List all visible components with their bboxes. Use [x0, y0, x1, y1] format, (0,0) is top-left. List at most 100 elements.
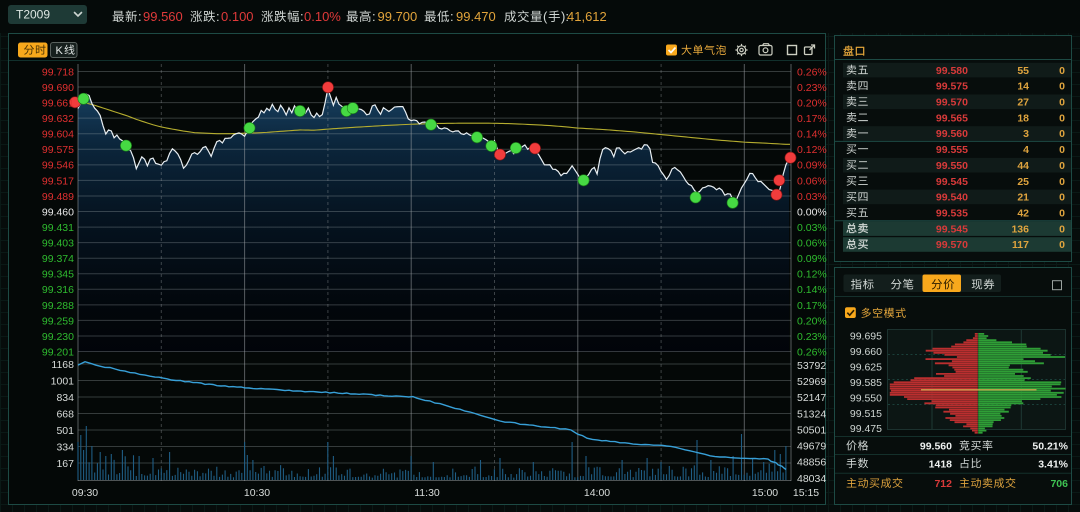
svg-text:99.475: 99.475 — [850, 423, 882, 435]
svg-text:15:00: 15:00 — [752, 487, 778, 499]
svg-text:):: ): — [561, 9, 569, 24]
svg-text:25: 25 — [1017, 176, 1029, 188]
svg-text:99.259: 99.259 — [42, 315, 74, 327]
svg-text:99.517: 99.517 — [42, 175, 74, 187]
svg-text::: : — [450, 9, 454, 24]
svg-text::: : — [300, 9, 304, 24]
svg-text:99.555: 99.555 — [936, 144, 968, 156]
svg-text:0.23%: 0.23% — [797, 82, 827, 94]
svg-text:0: 0 — [1059, 97, 1065, 109]
svg-text:0: 0 — [1059, 192, 1065, 204]
svg-text:99.230: 99.230 — [42, 331, 74, 343]
svg-text:3: 3 — [1023, 128, 1029, 140]
svg-text:3.41%: 3.41% — [1038, 458, 1068, 470]
svg-text:0: 0 — [1059, 65, 1065, 77]
svg-text:4: 4 — [1023, 144, 1029, 156]
svg-text:0: 0 — [1059, 239, 1065, 251]
svg-text:50.21%: 50.21% — [1032, 441, 1068, 453]
svg-text:42: 42 — [1017, 208, 1029, 220]
svg-text:99.700: 99.700 — [378, 9, 418, 24]
svg-text:0.12%: 0.12% — [797, 269, 827, 281]
svg-text:0.17%: 0.17% — [797, 113, 827, 125]
svg-text:99.201: 99.201 — [42, 346, 74, 358]
svg-text:99.632: 99.632 — [42, 113, 74, 125]
svg-text:99.489: 99.489 — [42, 191, 74, 203]
svg-text:99.560: 99.560 — [936, 128, 968, 140]
svg-text:99.718: 99.718 — [42, 66, 74, 78]
svg-text:834: 834 — [56, 392, 74, 404]
svg-text:0.14%: 0.14% — [797, 284, 827, 296]
svg-text:712: 712 — [934, 478, 952, 490]
svg-text:1001: 1001 — [51, 375, 75, 387]
svg-text:501: 501 — [56, 425, 74, 437]
svg-text:18: 18 — [1017, 112, 1029, 124]
svg-text:0.26%: 0.26% — [797, 346, 827, 358]
svg-text:99.545: 99.545 — [936, 223, 968, 235]
svg-text:0: 0 — [1059, 223, 1065, 235]
svg-text:167: 167 — [56, 458, 74, 470]
svg-text:0.09%: 0.09% — [797, 160, 827, 172]
svg-text:0.06%: 0.06% — [797, 238, 827, 250]
svg-text:99.695: 99.695 — [850, 331, 882, 343]
svg-text:0.23%: 0.23% — [797, 331, 827, 343]
svg-text:15:15: 15:15 — [793, 487, 819, 499]
svg-text:99.580: 99.580 — [936, 65, 968, 77]
svg-text:0.17%: 0.17% — [797, 300, 827, 312]
svg-text:0: 0 — [1059, 160, 1065, 172]
svg-text:14: 14 — [1017, 81, 1029, 93]
svg-text:0.06%: 0.06% — [797, 175, 827, 187]
svg-text:99.546: 99.546 — [42, 160, 74, 172]
svg-text:99.460: 99.460 — [42, 206, 74, 218]
svg-text:99.535: 99.535 — [936, 208, 968, 220]
svg-text:0.20%: 0.20% — [797, 98, 827, 110]
svg-text:27: 27 — [1017, 97, 1029, 109]
svg-text:99.374: 99.374 — [42, 253, 74, 265]
svg-text:0.10%: 0.10% — [304, 9, 341, 24]
svg-text:1418: 1418 — [929, 458, 953, 470]
svg-text:99.660: 99.660 — [850, 346, 882, 358]
svg-text:99.625: 99.625 — [850, 362, 882, 374]
svg-text:0.03%: 0.03% — [797, 191, 827, 203]
svg-text:136: 136 — [1011, 223, 1029, 235]
svg-text:99.288: 99.288 — [42, 300, 74, 312]
svg-text:99.570: 99.570 — [936, 239, 968, 251]
svg-text:99.550: 99.550 — [936, 160, 968, 172]
svg-text:14:00: 14:00 — [584, 487, 610, 499]
svg-text:0.00%: 0.00% — [797, 206, 827, 218]
svg-text:49679: 49679 — [797, 441, 826, 453]
svg-text:0: 0 — [1059, 208, 1065, 220]
svg-text:99.575: 99.575 — [936, 81, 968, 93]
svg-text:(: ( — [543, 9, 548, 24]
svg-text:99.570: 99.570 — [936, 97, 968, 109]
svg-text:0: 0 — [1059, 144, 1065, 156]
svg-text:0.26%: 0.26% — [797, 66, 827, 78]
svg-text:55: 55 — [1017, 65, 1029, 77]
svg-text:99.515: 99.515 — [850, 408, 882, 420]
svg-text:0: 0 — [1059, 128, 1065, 140]
svg-text:1168: 1168 — [51, 359, 74, 371]
svg-text:44: 44 — [1017, 160, 1029, 172]
svg-text:K: K — [56, 45, 64, 57]
svg-text:T2009: T2009 — [16, 8, 50, 22]
svg-text:706: 706 — [1050, 478, 1068, 490]
svg-text:99.345: 99.345 — [42, 269, 74, 281]
svg-text:99.560: 99.560 — [920, 441, 952, 453]
svg-text:334: 334 — [56, 441, 74, 453]
svg-text:99.316: 99.316 — [42, 284, 74, 296]
svg-text::: : — [138, 9, 142, 24]
svg-text:668: 668 — [56, 408, 74, 420]
svg-text:99.431: 99.431 — [42, 222, 74, 234]
svg-text:48856: 48856 — [797, 457, 826, 469]
svg-text:99.540: 99.540 — [936, 192, 968, 204]
svg-text:10:30: 10:30 — [244, 487, 270, 499]
svg-text:99.575: 99.575 — [42, 144, 74, 156]
svg-text:99.470: 99.470 — [456, 9, 496, 24]
svg-text:99.565: 99.565 — [936, 112, 968, 124]
svg-text:0: 0 — [1059, 81, 1065, 93]
svg-text:117: 117 — [1012, 239, 1029, 251]
svg-text:0.09%: 0.09% — [797, 253, 827, 265]
svg-text:99.545: 99.545 — [936, 176, 968, 188]
svg-text:99.403: 99.403 — [42, 238, 74, 250]
svg-text:0.100: 0.100 — [221, 9, 254, 24]
svg-text:99.661: 99.661 — [42, 98, 74, 110]
